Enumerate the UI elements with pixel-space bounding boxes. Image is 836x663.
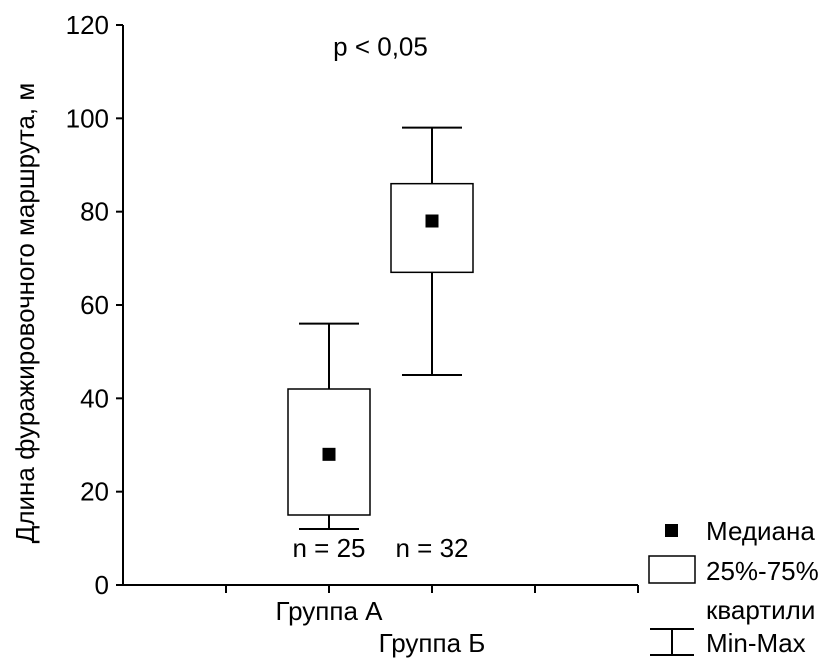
legend-median-label: Медиана — [706, 516, 815, 546]
box-group: n = 25 — [287, 322, 371, 563]
legend-box-label: 25%-75% — [706, 556, 819, 586]
boxes: n = 25 n = 32 — [287, 126, 474, 563]
y-axis-label: Длина фуражировочного маршрута, м — [10, 83, 40, 544]
quartile-box — [390, 182, 474, 274]
x-category-label: Группа А — [276, 596, 384, 626]
y-tick-label: 0 — [95, 570, 109, 600]
y-tick-label: 80 — [80, 197, 109, 227]
median-marker — [425, 214, 439, 228]
y-tick-label: 60 — [80, 290, 109, 320]
n-label: n = 32 — [395, 533, 468, 563]
legend-whisker-label: Min-Max — [706, 628, 806, 658]
y-tick-label: 20 — [80, 477, 109, 507]
n-label: n = 25 — [292, 533, 365, 563]
labels: Длина фуражировочного маршрута, м p < 0,… — [10, 31, 428, 543]
y-tick-label: 100 — [66, 103, 109, 133]
y-tick-label: 120 — [66, 10, 109, 40]
box-group: n = 32 — [390, 126, 474, 563]
y-tick-label: 40 — [80, 383, 109, 413]
p-value-annotation: p < 0,05 — [333, 31, 428, 61]
legend-median-marker — [665, 524, 678, 537]
x-category-label: Группа Б — [379, 628, 486, 658]
median-marker — [322, 447, 336, 461]
legend-box-marker — [648, 555, 696, 584]
legend-box-label2: квартили — [706, 595, 815, 625]
